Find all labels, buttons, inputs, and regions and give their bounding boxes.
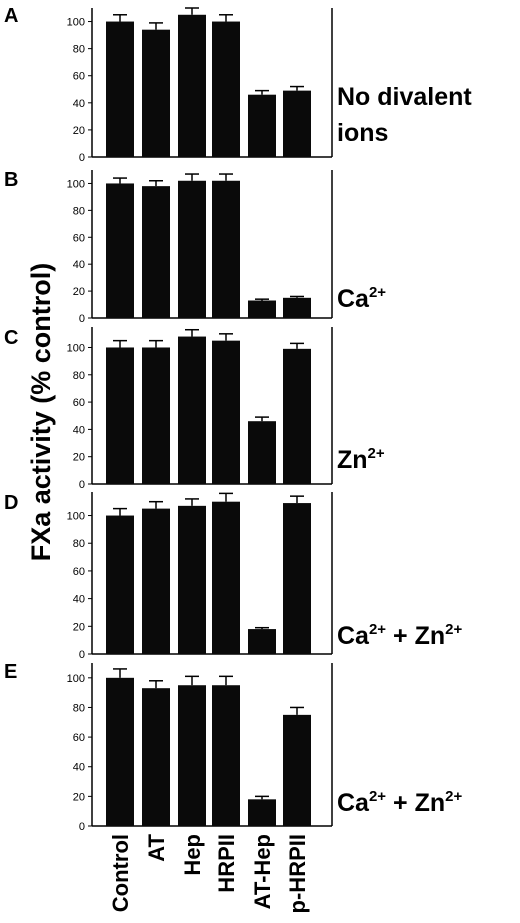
y-tick-label: 0 (79, 313, 85, 325)
y-tick-label: 60 (73, 397, 85, 409)
bar-hrpii (212, 21, 240, 157)
panel-letter: E (4, 661, 17, 683)
bar-at (142, 347, 170, 484)
bar-p-hrpii (283, 503, 311, 654)
panel-b: B 0 20 40 60 80 100 Ca2+ (4, 169, 386, 325)
y-tick-label: 80 (73, 370, 85, 382)
y-tick-label: 100 (67, 342, 85, 354)
category-label-p-hrpii: p-HRPII (285, 834, 310, 913)
bar-at-hep (248, 94, 276, 157)
y-tick-label: 20 (73, 125, 85, 137)
condition-superscript: 2+ (369, 284, 386, 301)
bar-at-hep (248, 629, 276, 654)
y-tick-label: 80 (73, 44, 85, 56)
bar-hep (178, 14, 206, 158)
condition-text: Zn (337, 446, 368, 474)
y-tick-label: 60 (73, 71, 85, 83)
y-tick-label: 80 (73, 538, 85, 550)
bar-at (142, 186, 170, 318)
condition-text: + Zn (386, 622, 445, 650)
bar-hep (178, 505, 206, 654)
condition-label: Ca2+ + Zn2+ (337, 621, 462, 650)
y-tick-label: 40 (73, 259, 85, 271)
condition-label: Zn2+ (337, 445, 385, 474)
bar-control (106, 515, 134, 654)
bar-at (142, 29, 170, 157)
y-tick-label: 100 (67, 17, 85, 29)
panel-letter: B (4, 169, 18, 191)
y-tick-label: 40 (73, 594, 85, 606)
bar-control (106, 183, 134, 318)
condition-text: Ca (337, 622, 370, 650)
y-tick-label: 40 (73, 762, 85, 774)
bar-at (142, 688, 170, 826)
condition-label: No divalent (337, 83, 472, 111)
bar-hrpii (212, 180, 240, 318)
condition-superscript: 2+ (445, 621, 462, 638)
condition-text: + Zn (386, 789, 445, 817)
y-tick-label: 40 (73, 424, 85, 436)
condition-text: Ca (337, 285, 370, 313)
y-tick-label: 20 (73, 791, 85, 803)
bar-p-hrpii (283, 714, 311, 826)
condition-superscript: 2+ (445, 788, 462, 805)
bar-hep (178, 336, 206, 484)
panel-letter: A (4, 5, 18, 27)
condition-superscript: 2+ (369, 788, 386, 805)
bar-control (106, 21, 134, 157)
panel-a: A 0 20 40 60 80 100 No divalent ions (4, 5, 472, 164)
y-tick-label: 20 (73, 452, 85, 464)
y-tick-label: 0 (79, 479, 85, 491)
bar-hep (178, 685, 206, 826)
bar-hrpii (212, 685, 240, 826)
bar-at-hep (248, 799, 276, 826)
bar-at (142, 508, 170, 654)
bar-hrpii (212, 340, 240, 484)
y-tick-label: 80 (73, 702, 85, 714)
y-tick-label: 60 (73, 732, 85, 744)
y-tick-label: 80 (73, 205, 85, 217)
panel-letter: C (4, 327, 18, 349)
bar-control (106, 677, 134, 826)
bar-at-hep (248, 300, 276, 318)
bar-hep (178, 180, 206, 318)
bar-at-hep (248, 421, 276, 484)
y-tick-label: 40 (73, 98, 85, 110)
panel-c: C 0 20 40 60 80 100 Zn2+ (4, 327, 385, 491)
y-tick-label: 60 (73, 566, 85, 578)
y-tick-label: 100 (67, 178, 85, 190)
y-tick-label: 100 (67, 511, 85, 523)
y-tick-label: 0 (79, 821, 85, 833)
bar-control (106, 347, 134, 484)
category-label-at-hep: AT-Hep (250, 834, 275, 909)
y-tick-label: 0 (79, 152, 85, 164)
condition-label: Ca2+ (337, 284, 386, 313)
bar-p-hrpii (283, 90, 311, 157)
y-tick-label: 100 (67, 673, 85, 685)
condition-label: Ca2+ + Zn2+ (337, 788, 462, 817)
y-tick-label: 0 (79, 649, 85, 661)
panel-letter: D (4, 492, 18, 514)
condition-label: ions (337, 119, 388, 147)
category-label-hep: Hep (180, 834, 205, 876)
category-label-hrpii: HRPII (214, 834, 239, 893)
condition-superscript: 2+ (369, 621, 386, 638)
category-label-control: Control (108, 834, 133, 912)
y-tick-label: 60 (73, 232, 85, 244)
y-axis-label: FXa activity (% control) (26, 263, 56, 562)
y-tick-label: 20 (73, 286, 85, 298)
category-label-at: AT (144, 833, 169, 861)
bar-p-hrpii (283, 348, 311, 484)
condition-text: Ca (337, 789, 370, 817)
bar-p-hrpii (283, 297, 311, 318)
bar-hrpii (212, 501, 240, 654)
condition-superscript: 2+ (368, 445, 385, 462)
y-tick-label: 20 (73, 621, 85, 633)
